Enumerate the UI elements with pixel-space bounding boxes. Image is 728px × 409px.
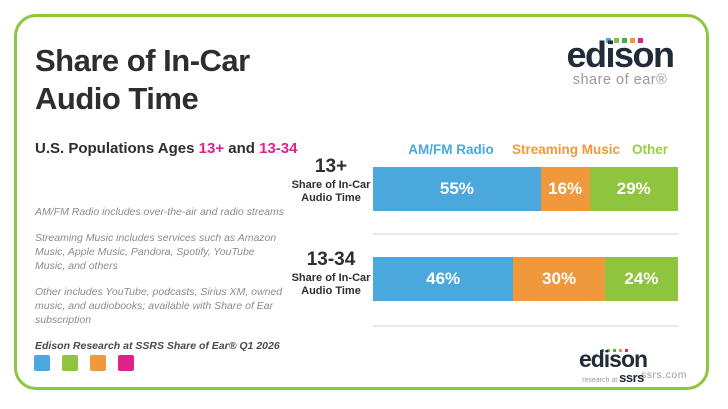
logo-pixel-dot (601, 349, 604, 352)
ssrs-wordmark: ssrs (619, 370, 644, 385)
bar-segment-streaming-music: 30% (513, 257, 605, 301)
chart-legend: AM/FM Radio Streaming Music Other (0, 142, 728, 160)
note-amfm: AM/FM Radio includes over-the-air and ra… (35, 206, 284, 218)
logo-pixel-dot (614, 38, 619, 43)
bar-segment-streaming-music: 16% (540, 167, 590, 211)
subtitle-prefix: U.S. Populations Ages (35, 140, 199, 157)
swatch-orange (90, 355, 106, 371)
logo-pixel-dot (622, 38, 627, 43)
bar-value-label: 16% (548, 179, 583, 198)
stacked-bar-13-34: 46% 30% 24% (373, 257, 678, 301)
source-note: Edison Research at SSRS Share of Ear® Q1… (35, 340, 280, 352)
bar-value-label: 30% (542, 269, 577, 288)
bar-segment-am-fm-radio: 46% (373, 257, 514, 301)
logo-pixel-dot (630, 38, 635, 43)
page-title: Share of In-Car Audio Time (35, 42, 250, 118)
row-category: 13-34 (306, 249, 356, 270)
row-sublabel: Share of In-Car Audio Time (291, 272, 371, 297)
legend-streaming-music: Streaming Music (511, 142, 621, 157)
page-title-line2: Audio Time (35, 81, 199, 116)
logo-pixel-dot (607, 349, 610, 352)
research-at-ssrs-line: research at ssrs (568, 370, 658, 385)
row-sublabel: Share of In-Car Audio Time (291, 179, 371, 204)
footnotes: AM/FM Radio includes over-the-air and ra… (35, 205, 287, 353)
page-title-line1: Share of In-Car (35, 43, 250, 78)
edison-wordmark: edison (566, 34, 675, 75)
subtitle-age-13-34: 13-34 (259, 140, 298, 157)
bar-value-label: 24% (624, 269, 659, 288)
logo-pixel-dot (606, 38, 611, 43)
logo-pixel-dot (613, 349, 616, 352)
row-category: 13+ (314, 156, 348, 177)
ssrs-website-text: ssrs.com (641, 369, 687, 381)
subtitle-age-13plus: 13+ (198, 140, 225, 157)
research-at-text: research at (582, 377, 620, 384)
note-streaming: Streaming Music includes services such a… (35, 232, 277, 272)
swatch-blue (34, 355, 50, 371)
color-swatch-row (34, 355, 134, 371)
edison-share-of-ear-logo: edison share of ear® (540, 34, 700, 89)
bar-value-label: 29% (616, 179, 651, 198)
legend-other: Other (631, 142, 669, 157)
edison-wordmark-small: edison (578, 346, 648, 372)
bar-value-label: 55% (439, 179, 474, 198)
edison-research-ssrs-logo: edison research at ssrs (568, 346, 658, 386)
logo-pixel-dot (625, 349, 628, 352)
bar-segment-am-fm-radio: 55% (373, 167, 541, 211)
subtitle-and: and (224, 140, 260, 157)
bar-value-label: 46% (426, 269, 461, 288)
share-of-ear-tagline: share of ear® (572, 72, 668, 88)
legend-amfm-radio: AM/FM Radio (408, 142, 494, 157)
edison-logo-dots-small (601, 349, 628, 352)
divider-line (373, 325, 678, 327)
row-label-13plus: 13+ Share of In-Car Audio Time (281, 156, 381, 205)
bar-segment-other: 24% (604, 257, 678, 301)
row-label-13-34: 13-34 Share of In-Car Audio Time (281, 249, 381, 298)
stacked-bar-13plus: 55% 16% 29% (373, 167, 678, 211)
note-other: Other includes YouTube, podcasts, Sirius… (35, 286, 283, 326)
swatch-magenta (118, 355, 134, 371)
page-subtitle: U.S. Populations Ages 13+ and 13-34 (35, 140, 297, 157)
bar-segment-other: 29% (589, 167, 678, 211)
swatch-green (62, 355, 78, 371)
logo-pixel-dot (638, 38, 643, 43)
edison-logo-dots (606, 38, 643, 43)
logo-pixel-dot (619, 349, 622, 352)
divider-line (373, 233, 678, 235)
